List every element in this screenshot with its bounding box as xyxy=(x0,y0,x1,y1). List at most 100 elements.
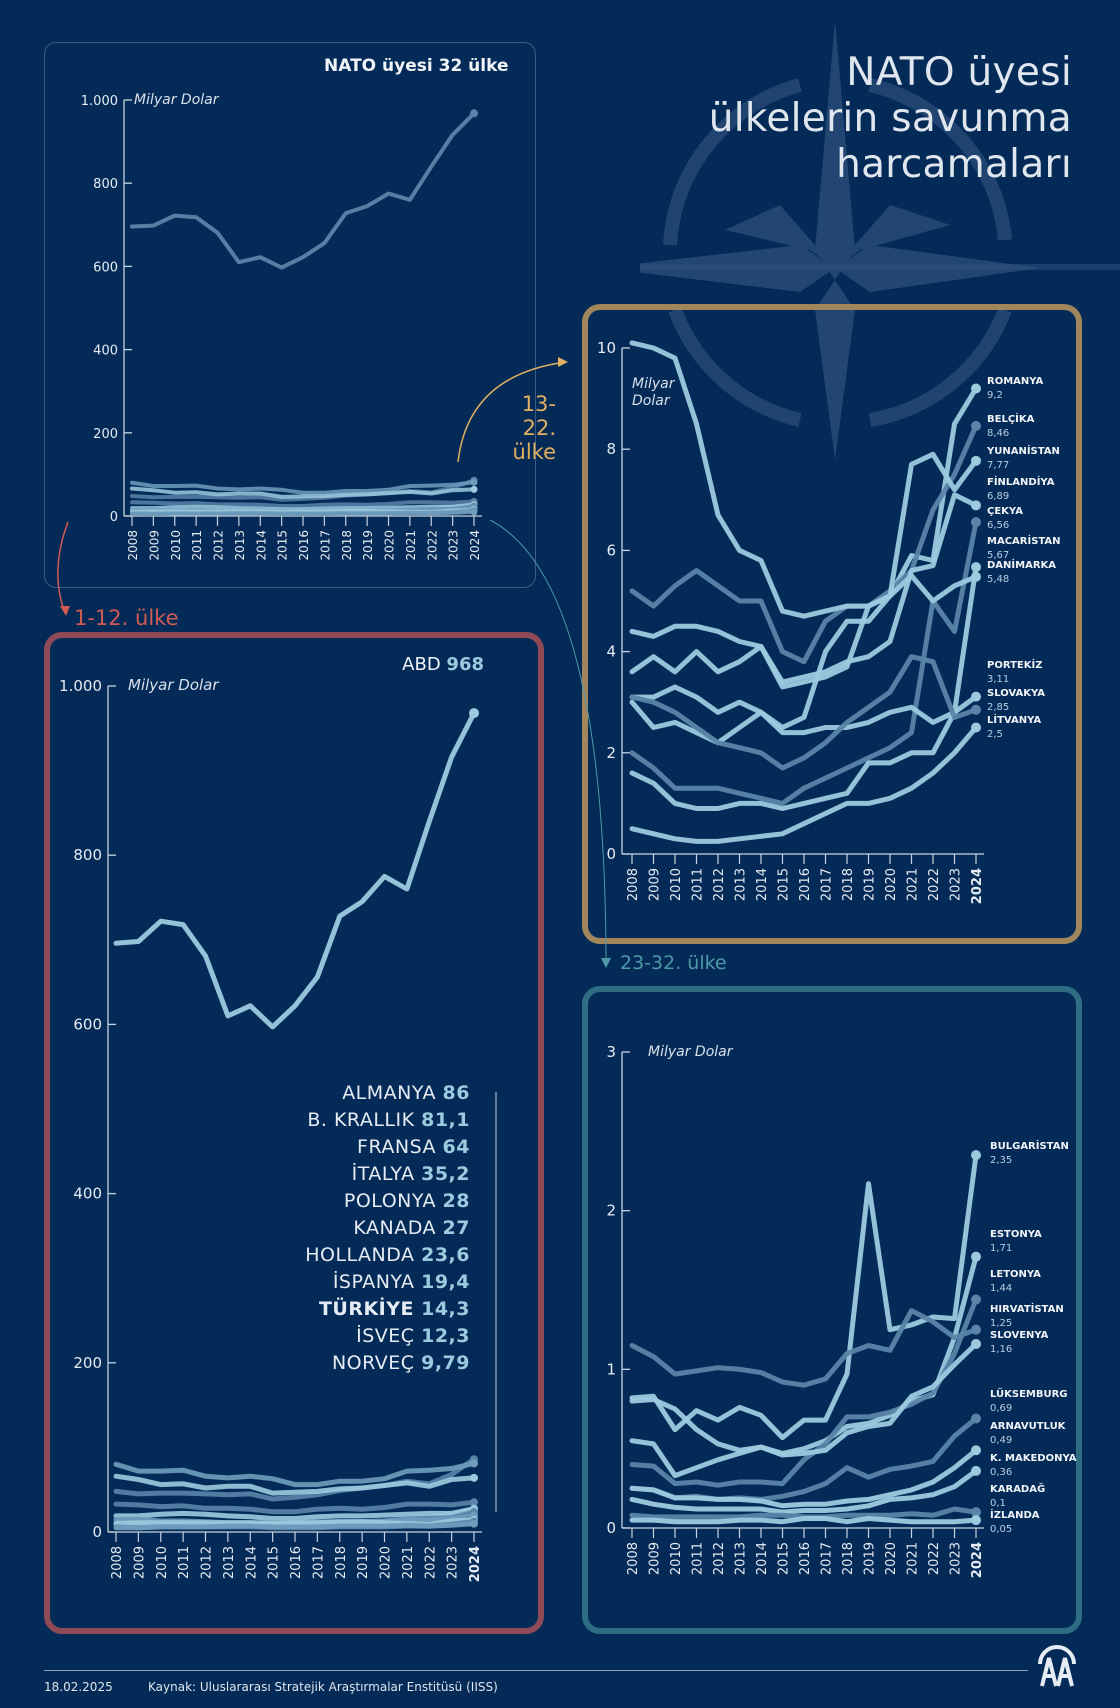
legend-item-name: ALMANYA xyxy=(342,1082,443,1104)
x-tick-label: 2013 xyxy=(734,1542,749,1575)
series-line-fransa xyxy=(113,1473,477,1496)
y-tick-label: 400 xyxy=(93,344,118,359)
x-tick-label: 2024 xyxy=(468,530,482,561)
legend-item-value: 12,3 xyxy=(421,1325,470,1347)
series-end-point xyxy=(971,1294,981,1305)
legend-item-name: B. KRALLIK xyxy=(307,1109,422,1131)
legend-item-value: 14,3 xyxy=(421,1298,470,1320)
x-tick-label: 2023 xyxy=(949,868,964,901)
y-tick-label: 200 xyxy=(73,1354,102,1372)
x-tick-label: 2012 xyxy=(712,868,727,901)
x-tick-label: 2009 xyxy=(132,1546,147,1579)
y-axis-label: Milyar Dolar xyxy=(632,376,676,409)
legend-item-value: 28 xyxy=(442,1190,470,1212)
title-line-2: ülkelerin savunma xyxy=(708,96,1072,141)
series-value: 5,48 xyxy=(987,574,1009,585)
x-tick-label: 2020 xyxy=(383,530,397,561)
x-tick-label: 2018 xyxy=(841,868,856,901)
x-tick-label: 2014 xyxy=(254,530,268,561)
x-tick-label: 2015 xyxy=(777,1542,792,1575)
legend-item-name: İTALYA xyxy=(351,1163,422,1185)
series-label: LETONYA xyxy=(990,1269,1041,1280)
y-axis-label: Milyar Dolar xyxy=(134,92,220,108)
x-tick-label: 2010 xyxy=(155,1546,170,1579)
y-tick-label: 6 xyxy=(606,541,616,559)
series-end-point xyxy=(971,722,981,733)
arrow-to-group-3 xyxy=(489,519,607,961)
series-line-bulgari-stan xyxy=(629,1152,979,1441)
x-tick-label: 2020 xyxy=(379,1546,394,1579)
series-line-slovakya xyxy=(629,654,979,771)
x-tick-label: 2016 xyxy=(289,1546,304,1579)
series-label: BELÇİKA xyxy=(987,411,1035,425)
x-tick-label: 2024 xyxy=(468,1546,483,1582)
arrow-to-group-2 xyxy=(457,361,567,463)
x-tick-label: 2016 xyxy=(297,530,311,561)
legend-item: İTALYA 35,2 xyxy=(60,1161,470,1188)
x-tick-label: 2024 xyxy=(970,868,985,904)
legend-item-value: 23,6 xyxy=(421,1244,470,1266)
series-value: 1,16 xyxy=(990,1344,1012,1355)
x-tick-label: 2015 xyxy=(267,1546,282,1579)
x-tick-label: 2016 xyxy=(798,868,813,901)
x-tick-label: 2019 xyxy=(361,530,375,561)
panel-group-13-22 xyxy=(582,304,1082,944)
legend-item-value: 86 xyxy=(442,1082,470,1104)
y-tick-label: 600 xyxy=(93,260,118,275)
x-tick-label: 2021 xyxy=(404,530,418,561)
legend-item: NORVEÇ 9,79 xyxy=(60,1350,470,1377)
x-tick-label: 2012 xyxy=(212,530,226,561)
series-value: 6,89 xyxy=(987,491,1009,502)
series-value: 0,36 xyxy=(990,1467,1012,1478)
chart-group-13-22: 0 2 4 6 8 10 Milyar Dolar 2008 2009 2010 2011 2012 20… xyxy=(597,339,1061,904)
series-value: 3,11 xyxy=(987,674,1009,685)
y-tick-label: 0 xyxy=(92,1523,102,1541)
series-end-point xyxy=(971,1324,981,1335)
x-tick-label: 2022 xyxy=(423,1546,438,1579)
series-value: 2,35 xyxy=(990,1155,1012,1166)
series-value: 1,25 xyxy=(990,1318,1012,1329)
series-label: ROMANYA xyxy=(987,376,1044,387)
y-tick-label: 0 xyxy=(606,1519,616,1537)
x-tick-label: 2023 xyxy=(447,530,461,561)
series-end-point xyxy=(971,1515,981,1526)
series-line-abd xyxy=(113,710,477,1030)
x-tick-label: 2020 xyxy=(884,868,899,901)
group-3-label: 23-32. ülke xyxy=(620,952,727,974)
series-line-li-tvanya xyxy=(629,725,979,844)
x-tick-label: 2021 xyxy=(401,1546,416,1579)
y-tick-label: 10 xyxy=(597,339,616,357)
y-tick-label: 2 xyxy=(606,1202,616,1220)
arrow-head-group-1 xyxy=(60,606,70,616)
x-tick-label: 2010 xyxy=(669,868,684,901)
y-tick-label: 8 xyxy=(606,440,616,458)
series-line-arnavutluk xyxy=(629,1447,979,1509)
x-tick-label: 2019 xyxy=(863,1542,878,1575)
legend-item-name: POLONYA xyxy=(343,1190,443,1212)
x-tick-label: 2017 xyxy=(311,1546,326,1579)
x-tick-label: 2009 xyxy=(147,530,161,561)
series-line-b-krallik xyxy=(113,1460,477,1488)
group-1-legend: ALMANYA 86 B. KRALLIK 81,1 FRANSA 64 İTALYA… xyxy=(60,1080,470,1377)
x-tick-label: 2018 xyxy=(340,530,354,561)
legend-item: İSPANYA 19,4 xyxy=(60,1269,470,1296)
x-tick-label: 2014 xyxy=(755,868,770,901)
series-line-k-makedonya xyxy=(629,1468,979,1515)
series-value: 7,77 xyxy=(987,460,1009,471)
series-line-hirvati-stan xyxy=(629,1308,979,1388)
series-end-point xyxy=(971,1150,981,1161)
series-line-i-talya xyxy=(113,1499,477,1515)
footer-divider xyxy=(44,1670,1028,1671)
series-label: LİTVANYA xyxy=(987,712,1041,726)
x-tick-label: 2022 xyxy=(927,1542,942,1575)
series-line-estonya xyxy=(629,1254,979,1479)
series-value: 0,69 xyxy=(990,1403,1012,1414)
legend-item-name: FRANSA xyxy=(357,1136,443,1158)
legend-item-name: NORVEÇ xyxy=(331,1352,422,1374)
group-2-label: 13-22. ülke xyxy=(494,392,556,464)
highlight-label: ABD 968 xyxy=(402,654,484,675)
series-value: 9,2 xyxy=(987,390,1003,401)
x-tick-label: 2009 xyxy=(648,868,663,901)
series-label: YUNANİSTAN xyxy=(986,443,1060,457)
series-end-point xyxy=(971,1413,981,1424)
